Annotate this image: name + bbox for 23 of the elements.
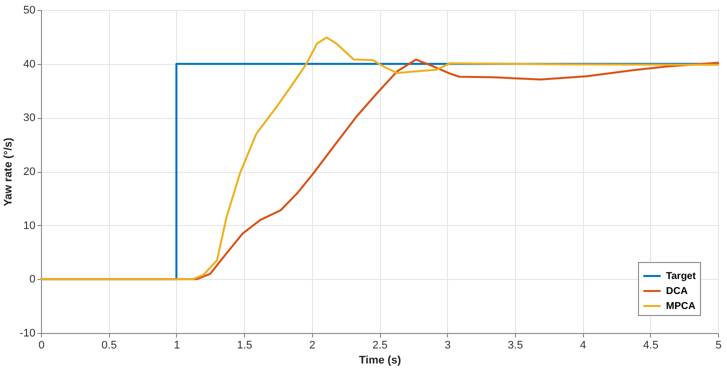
legend-label: Target — [666, 271, 696, 282]
y-tick-label: 10 — [23, 220, 36, 232]
y-tick-label: -10 — [20, 328, 36, 340]
x-tick-label: 5 — [715, 340, 722, 352]
x-tick-label: 2 — [309, 340, 316, 352]
y-tick-label: 0 — [29, 274, 36, 286]
x-tick-label: 4 — [580, 340, 586, 352]
legend-label: DCA — [666, 286, 688, 297]
y-tick-label: 20 — [23, 166, 36, 178]
x-tick-label: 3 — [444, 340, 451, 352]
y-tick-label: 50 — [23, 4, 36, 16]
x-tick-label: 3.5 — [508, 340, 524, 352]
legend-label: MPCA — [666, 301, 696, 312]
x-tick-label: 1 — [174, 340, 180, 352]
y-tick-label: 40 — [23, 58, 36, 70]
x-tick-label: 2.5 — [372, 340, 388, 352]
x-tick-label: 1.5 — [236, 340, 252, 352]
x-tick-label: 4.5 — [643, 340, 658, 352]
y-tick-label: 30 — [23, 112, 36, 124]
x-tick-label: 0.5 — [102, 340, 117, 352]
y-axis-title: Yaw rate (°/s) — [2, 137, 15, 206]
x-tick-label: 0 — [38, 340, 45, 352]
x-axis-title: Time (s) — [359, 354, 402, 366]
